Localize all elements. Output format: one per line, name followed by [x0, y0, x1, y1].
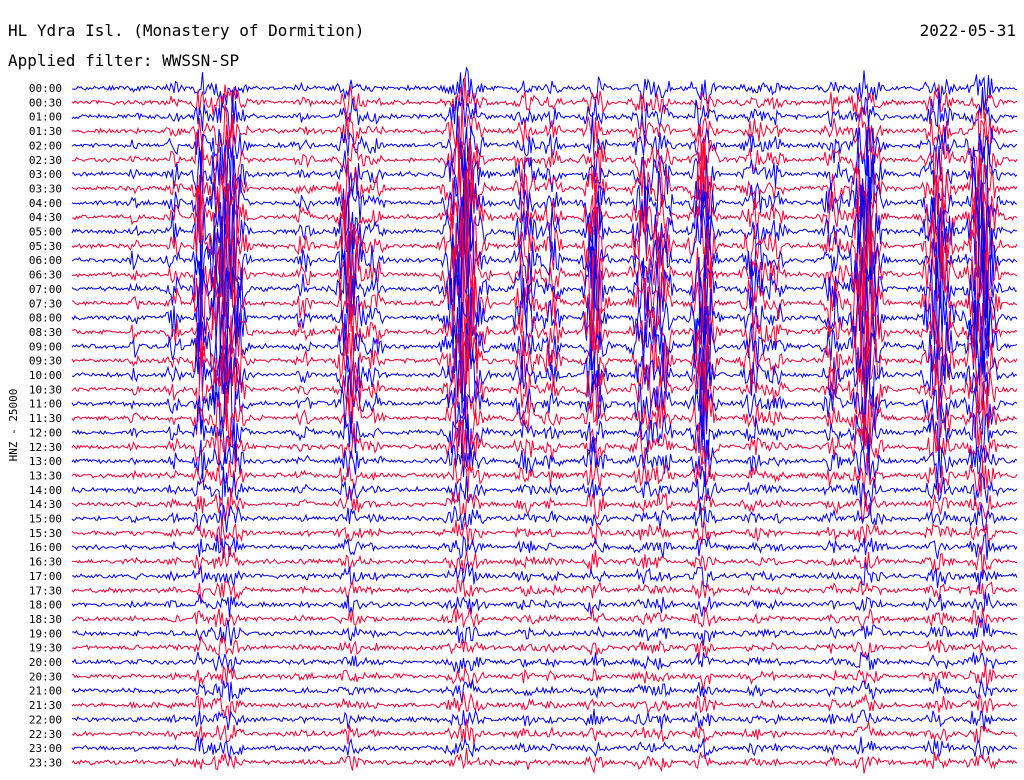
time-tick-label: 05:00: [29, 226, 62, 239]
trace-line: [71, 394, 1018, 465]
time-tick-label: 23:00: [29, 742, 62, 755]
trace-line: [71, 718, 1018, 745]
time-tick-label: 03:00: [29, 168, 62, 181]
trace-line: [72, 117, 1018, 196]
trace-line: [71, 592, 1018, 618]
trace-line: [71, 605, 1018, 631]
time-tick-label: 00:00: [29, 82, 62, 95]
time-tick-label: 03:30: [29, 182, 62, 195]
time-tick-label: 19:00: [29, 627, 62, 640]
time-tick-label: 08:00: [29, 312, 62, 325]
time-tick-label: 05:30: [29, 240, 62, 253]
trace-line: [71, 360, 1018, 459]
time-tick-label: 18:00: [29, 599, 62, 612]
time-tick-label: 02:00: [29, 139, 62, 152]
trace-line: [71, 617, 1018, 646]
trace-line: [71, 545, 1017, 578]
trace-line: [71, 452, 1018, 497]
trace-line: [71, 664, 1018, 691]
time-tick-label: 14:00: [29, 484, 62, 497]
trace-line: [71, 269, 1018, 401]
time-tick-label: 11:30: [29, 412, 62, 425]
time-tick-label: 23:30: [29, 756, 62, 769]
trace-line: [71, 66, 1018, 109]
filter-label: Applied filter: WWSSN-SP: [8, 51, 239, 70]
time-tick-label: 07:00: [29, 283, 62, 296]
time-tick-label: 04:30: [29, 211, 62, 224]
trace-line: [71, 708, 1018, 732]
trace-line: [71, 129, 1018, 218]
seismic-traces: [71, 66, 1018, 774]
date-label: 2022-05-31: [920, 21, 1016, 40]
trace-line: [71, 577, 1018, 604]
time-tick-label: 21:30: [29, 699, 62, 712]
time-tick-label: 09:00: [29, 340, 62, 353]
time-tick-label: 22:30: [29, 728, 62, 741]
time-tick-label: 01:30: [29, 125, 62, 138]
trace-line: [71, 135, 1018, 241]
time-tick-label: 01:00: [29, 111, 62, 124]
time-tick-label: 12:00: [29, 426, 62, 439]
trace-line: [71, 230, 1018, 368]
time-tick-label: 21:00: [29, 685, 62, 698]
trace-line: [71, 179, 1018, 319]
trace-line: [71, 170, 1018, 322]
trace-line: [72, 560, 1018, 591]
time-tick-label: 16:30: [29, 556, 62, 569]
trace-line: [71, 75, 1018, 123]
time-tick-label: 17:30: [29, 584, 62, 597]
trace-line: [71, 678, 1018, 703]
time-tick-label: 22:00: [29, 713, 62, 726]
time-tick-label: 17:00: [29, 570, 62, 583]
time-tick-label: 20:30: [29, 670, 62, 683]
time-tick-label: 18:30: [29, 613, 62, 626]
trace-line: [71, 518, 1018, 548]
trace-line: [71, 102, 1018, 160]
trace-line: [71, 216, 1018, 359]
time-tick-label: 00:30: [29, 96, 62, 109]
time-tick-label: 04:00: [29, 197, 62, 210]
time-tick-label: 06:30: [29, 269, 62, 282]
time-tick-label: 13:30: [29, 469, 62, 482]
time-tick-label: 19:30: [29, 642, 62, 655]
time-tick-label: 12:30: [29, 441, 62, 454]
time-tick-label: 15:30: [29, 527, 62, 540]
trace-line: [71, 634, 1018, 659]
time-tick-label: 15:00: [29, 513, 62, 526]
time-tick-label: 10:30: [29, 383, 62, 396]
trace-line: [71, 747, 1018, 774]
trace-line: [71, 322, 1018, 428]
trace-line: [71, 487, 1018, 522]
time-tick-label: 14:30: [29, 498, 62, 511]
trace-line: [71, 651, 1018, 673]
trace-line: [71, 502, 1018, 533]
time-tick-label: 20:00: [29, 656, 62, 669]
time-tick-label: 10:00: [29, 369, 62, 382]
trace-line: [71, 533, 1018, 560]
time-tick-label: 13:00: [29, 455, 62, 468]
trace-line: [71, 467, 1018, 509]
time-tick-label: 16:00: [29, 541, 62, 554]
station-title: HL Ydra Isl. (Monastery of Dormition): [8, 21, 364, 40]
time-tick-label: 11:00: [29, 398, 62, 411]
time-tick-label: 02:30: [29, 154, 62, 167]
time-tick-label: 08:30: [29, 326, 62, 339]
time-tick-label: 06:00: [29, 254, 62, 267]
y-axis-label: HNZ - 25000: [7, 389, 20, 462]
time-tick-label: 09:30: [29, 355, 62, 368]
time-tick-label: 07:30: [29, 297, 62, 310]
